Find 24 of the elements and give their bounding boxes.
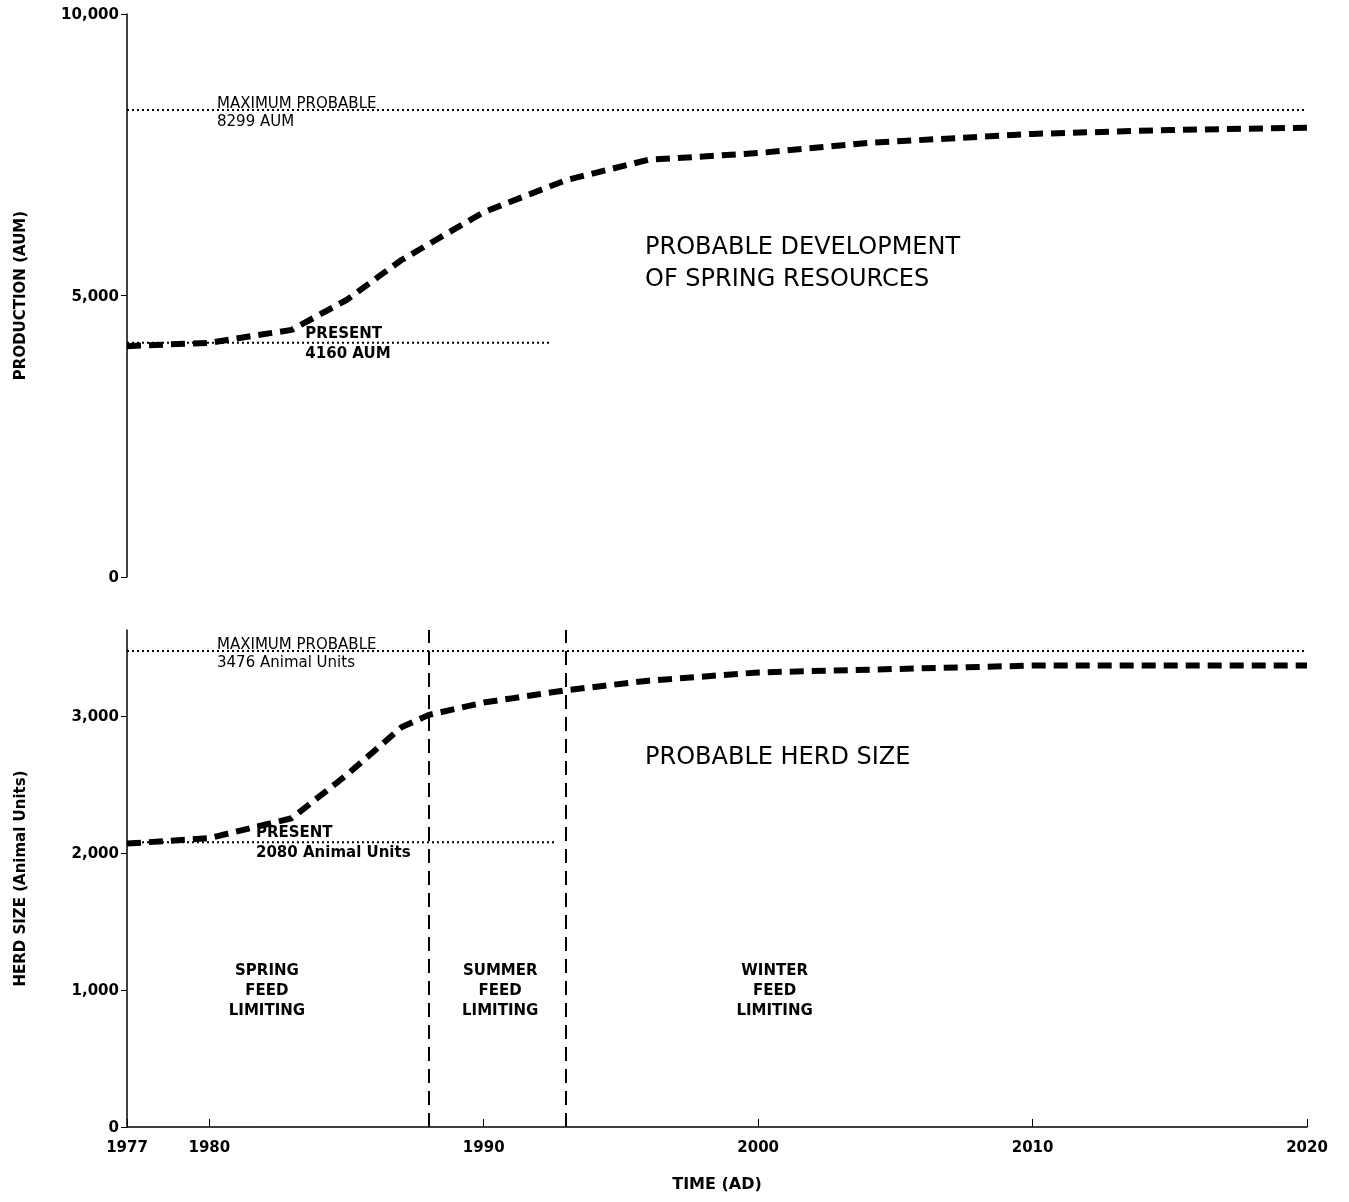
ref-line-label: MAXIMUM PROBABLE 8299 AUM	[217, 93, 377, 130]
ref-line-label: MAXIMUM PROBABLE 3476 Animal Units	[217, 635, 377, 672]
annotation: PRESENT 4160 AUM	[305, 323, 391, 362]
x-tick-label: 2010	[1011, 1137, 1054, 1156]
y-tick-label: 1,000	[71, 981, 119, 1000]
x-tick-label: 1977	[106, 1137, 148, 1156]
annotation: WINTER FEED LIMITING	[736, 961, 813, 1020]
y-tick-label: 5,000	[71, 286, 119, 305]
y-axis-title: PRODUCTION (AUM)	[10, 210, 29, 381]
y-tick-label: 10,000	[61, 5, 119, 23]
x-tick-label: 2000	[737, 1137, 780, 1156]
text: PROBABLE HERD SIZE	[645, 742, 911, 770]
x-tick-label: 1980	[188, 1137, 231, 1156]
y-tick-label: 2,000	[71, 844, 119, 863]
y-tick-label: 3,000	[71, 707, 119, 726]
text: PROBABLE DEVELOPMENT OF SPRING RESOURCES	[645, 232, 961, 292]
y-tick-label: 0	[108, 1118, 119, 1136]
x-tick-label: 2020	[1286, 1137, 1328, 1156]
x-axis-title: TIME (AD)	[672, 1173, 762, 1193]
y-axis-title: HERD SIZE (Animal Units)	[10, 770, 29, 987]
annotation: SPRING FEED LIMITING	[228, 961, 306, 1020]
annotation: SUMMER FEED LIMITING	[462, 961, 539, 1020]
y-tick-label: 0	[108, 568, 119, 586]
x-tick-label: 1990	[462, 1137, 505, 1156]
